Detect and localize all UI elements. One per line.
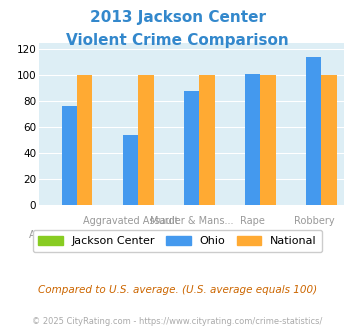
Bar [245, 74, 261, 205]
Bar [261, 75, 275, 205]
Bar [322, 75, 337, 205]
Bar [138, 75, 153, 205]
Text: Robbery: Robbery [294, 216, 334, 226]
Legend: Jackson Center, Ohio, National: Jackson Center, Ohio, National [33, 230, 322, 252]
Bar [62, 106, 77, 205]
Text: 2013 Jackson Center: 2013 Jackson Center [89, 10, 266, 25]
Bar [123, 135, 138, 205]
Text: Rape: Rape [240, 216, 265, 226]
Text: © 2025 CityRating.com - https://www.cityrating.com/crime-statistics/: © 2025 CityRating.com - https://www.city… [32, 317, 323, 326]
Text: Compared to U.S. average. (U.S. average equals 100): Compared to U.S. average. (U.S. average … [38, 285, 317, 295]
Bar [200, 75, 214, 205]
Text: Violent Crime Comparison: Violent Crime Comparison [66, 33, 289, 48]
Bar [306, 57, 322, 205]
Bar [77, 75, 92, 205]
Bar [184, 91, 200, 205]
Text: All Violent Crime: All Violent Crime [29, 230, 110, 241]
Text: Aggravated Assault: Aggravated Assault [83, 216, 179, 226]
Text: Murder & Mans...: Murder & Mans... [150, 216, 234, 226]
